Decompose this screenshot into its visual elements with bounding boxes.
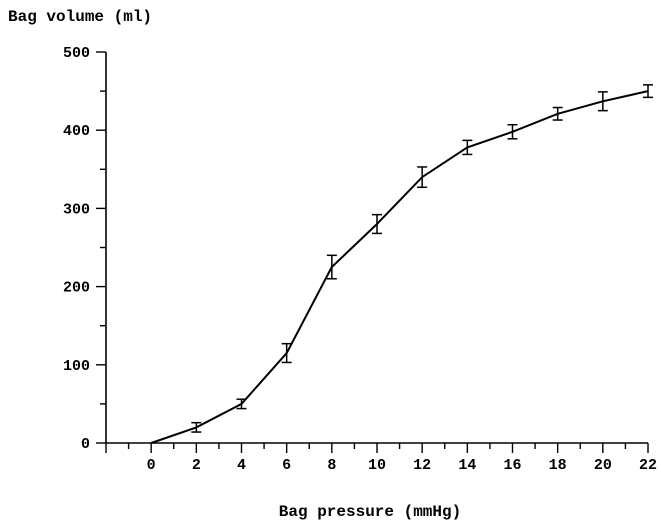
error-bar (462, 139, 473, 156)
y-tick-label: 200 (63, 280, 90, 297)
x-tick-label: 14 (458, 457, 476, 474)
x-axis-title: Bag pressure (mmHg) (279, 503, 461, 521)
series-line (150, 90, 649, 444)
x-tick-label: 4 (237, 457, 246, 474)
x-tick-label: 2 (192, 457, 201, 474)
y-tick-label: 300 (63, 201, 90, 218)
error-bar (191, 421, 202, 433)
error-bar (236, 398, 247, 410)
x-tick-label: 16 (503, 457, 521, 474)
x-tick-label: 22 (639, 457, 657, 474)
error-bar (597, 91, 608, 112)
error-bar (281, 342, 292, 364)
error-bar (326, 254, 337, 280)
x-tick-label: 6 (282, 457, 291, 474)
series (150, 84, 653, 444)
error-bar (643, 84, 653, 99)
error-bar (417, 166, 428, 189)
x-tick-label: 10 (368, 457, 386, 474)
ticks: 0 2 4 6 8 10 12 14 16 18 20 22 0 100 200 300 400 500 (63, 45, 657, 474)
x-tick-label: 12 (413, 457, 431, 474)
x-tick-label: 18 (549, 457, 567, 474)
y-axis-title: Bag volume (ml) (8, 8, 152, 26)
error-bar (372, 213, 382, 235)
error-bar (552, 106, 563, 121)
y-tick-label: 500 (63, 45, 90, 62)
error-bar (507, 123, 518, 140)
x-tick-label: 0 (147, 457, 156, 474)
y-tick-label: 400 (63, 123, 90, 140)
y-tick-label: 100 (63, 358, 90, 375)
y-tick-label: 0 (81, 436, 90, 453)
x-tick-label: 20 (594, 457, 612, 474)
x-tick-label: 8 (327, 457, 336, 474)
